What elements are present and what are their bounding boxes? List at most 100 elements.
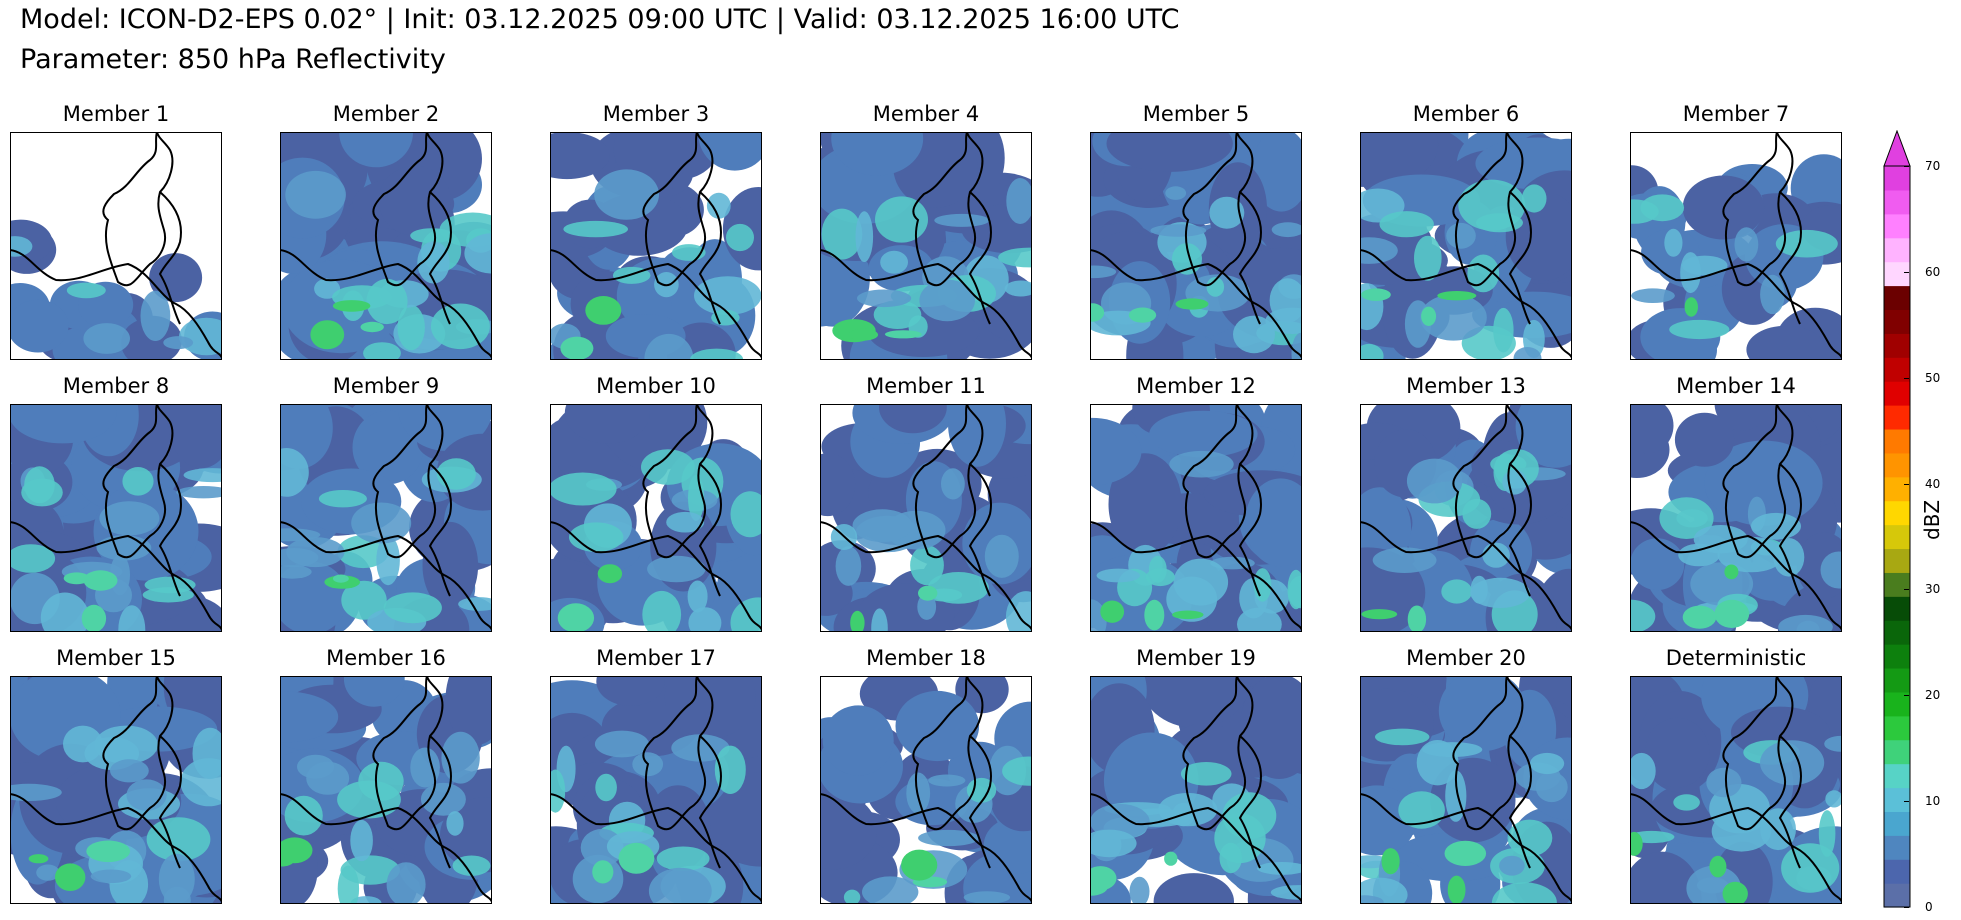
reflectivity-map [550, 132, 762, 360]
colorbar-segment [1884, 476, 1910, 502]
colorbar-segment [1884, 883, 1910, 908]
panel-title: Deterministic [1665, 646, 1807, 670]
panel-title: Member 11 [866, 374, 986, 398]
panel-title: Member 13 [1406, 374, 1526, 398]
panel-title: Member 3 [602, 102, 710, 126]
ensemble-panel: Member 1 [10, 102, 222, 374]
colorbar-tick-mark [1904, 483, 1909, 485]
country-border [642, 132, 714, 287]
panel-title: Member 18 [866, 646, 986, 670]
country-border [642, 404, 714, 559]
country-border [1452, 676, 1524, 831]
country-border [158, 191, 182, 325]
reflectivity-map [1090, 404, 1302, 632]
colorbar-segment [1884, 548, 1910, 573]
colorbar-segment [1884, 787, 1910, 812]
colorbar-segment [1884, 213, 1910, 239]
reflectivity-map [1090, 676, 1302, 904]
colorbar-tick-label: 40 [1925, 476, 1941, 491]
country-border [1452, 132, 1524, 287]
country-border [1182, 132, 1254, 287]
colorbar-segment [1884, 524, 1910, 550]
country-border [820, 521, 1032, 631]
ensemble-panel: Member 10 [550, 374, 762, 646]
colorbar-segment [1884, 572, 1910, 597]
reflectivity-map [10, 404, 222, 632]
colorbar-tick-label: 30 [1925, 582, 1941, 597]
reflectivity-map [550, 676, 762, 904]
panel-title: Member 1 [62, 102, 170, 126]
panel-title: Member 6 [1412, 102, 1520, 126]
figure-subtitle: Parameter: 850 hPa Reflectivity [20, 44, 446, 75]
reflectivity-map [10, 676, 222, 904]
reflectivity-map [1630, 132, 1842, 360]
country-border [1182, 404, 1254, 559]
panel-title: Member 20 [1406, 646, 1526, 670]
reflectivity-map [280, 676, 492, 904]
panel-title: Member 15 [56, 646, 176, 670]
reflectivity-map [1630, 404, 1842, 632]
panel-title: Member 12 [1136, 374, 1256, 398]
colorbar-tick-label: 70 [1925, 159, 1941, 173]
colorbar-tick-label: 0 [1925, 900, 1933, 914]
colorbar-tick-label: 50 [1925, 370, 1941, 385]
colorbar-segment [1884, 835, 1910, 860]
ensemble-panel: Member 17 [550, 646, 762, 918]
country-border [698, 463, 722, 597]
country-border [1238, 191, 1262, 325]
ensemble-panel: Member 5 [1090, 102, 1302, 374]
ensemble-panel: Member 20 [1360, 646, 1572, 918]
country-border [912, 132, 984, 287]
country-border [1360, 521, 1572, 631]
colorbar-tick-mark [1904, 801, 1909, 803]
country-border [698, 735, 722, 869]
colorbar-tick-mark [1904, 377, 1909, 379]
colorbar-tick-label: 20 [1925, 688, 1941, 703]
country-border [372, 404, 444, 559]
ensemble-panel: Member 18 [820, 646, 1032, 918]
country-border [1360, 249, 1572, 359]
country-border [372, 676, 444, 831]
country-border [10, 521, 222, 631]
country-border [912, 404, 984, 559]
colorbar-extend-triangle [1883, 130, 1911, 167]
colorbar-segment [1884, 500, 1910, 526]
country-border [912, 676, 984, 831]
colorbar [1883, 130, 1911, 908]
panel-title: Member 14 [1676, 374, 1796, 398]
country-border [1508, 191, 1532, 325]
panel-title: Member 19 [1136, 646, 1256, 670]
panel-title: Member 8 [62, 374, 170, 398]
colorbar-segment [1884, 309, 1910, 334]
colorbar-segment [1884, 452, 1910, 478]
country-border [550, 793, 762, 903]
colorbar-tick-label: 10 [1925, 794, 1941, 809]
country-border [1778, 191, 1802, 325]
reflectivity-map [280, 404, 492, 632]
colorbar-tick-mark [1904, 907, 1909, 908]
country-border [820, 793, 1032, 903]
country-border [280, 521, 492, 631]
country-border [820, 249, 1032, 359]
ensemble-panel: Member 12 [1090, 374, 1302, 646]
ensemble-panel: Member 11 [820, 374, 1032, 646]
country-border [968, 191, 992, 325]
country-border [158, 735, 182, 869]
country-border [1630, 521, 1842, 631]
country-border [1238, 463, 1262, 597]
country-border [1778, 735, 1802, 869]
country-border [550, 521, 762, 631]
reflectivity-map [1360, 676, 1572, 904]
reflectivity-map [10, 132, 222, 360]
country-border [1630, 793, 1842, 903]
country-border [428, 463, 452, 597]
country-border [102, 404, 174, 559]
country-border [1722, 132, 1794, 287]
country-border [1508, 735, 1532, 869]
colorbar-segment [1884, 189, 1910, 215]
ensemble-panel: Member 9 [280, 374, 492, 646]
reflectivity-map [820, 676, 1032, 904]
country-border [102, 676, 174, 831]
country-border [1778, 463, 1802, 597]
ensemble-panel: Member 4 [820, 102, 1032, 374]
